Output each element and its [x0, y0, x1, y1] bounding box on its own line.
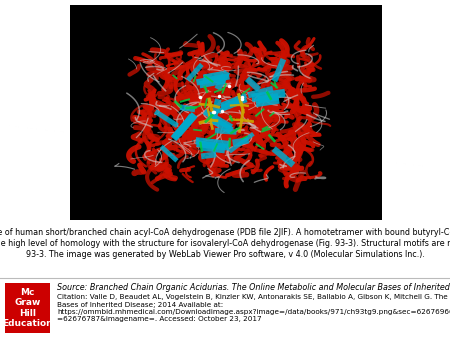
Bar [5, 283, 50, 333]
Text: Mc
Graw
Hill
Education: Mc Graw Hill Education [2, 288, 53, 328]
Text: Source: Branched Chain Organic Acidurias. The Online Metabolic and Molecular Bas: Source: Branched Chain Organic Acidurias… [57, 283, 450, 292]
Bar [70, 5, 382, 220]
Text: Crystal structure of human short/branched chain acyl-CoA dehydrogenase (PDB file: Crystal structure of human short/branche… [0, 228, 450, 259]
Text: Citation: Valle D, Beaudet AL, Vogelstein B, Kinzler KW, Antonarakis SE, Ballabi: Citation: Valle D, Beaudet AL, Vogelstei… [57, 294, 450, 322]
